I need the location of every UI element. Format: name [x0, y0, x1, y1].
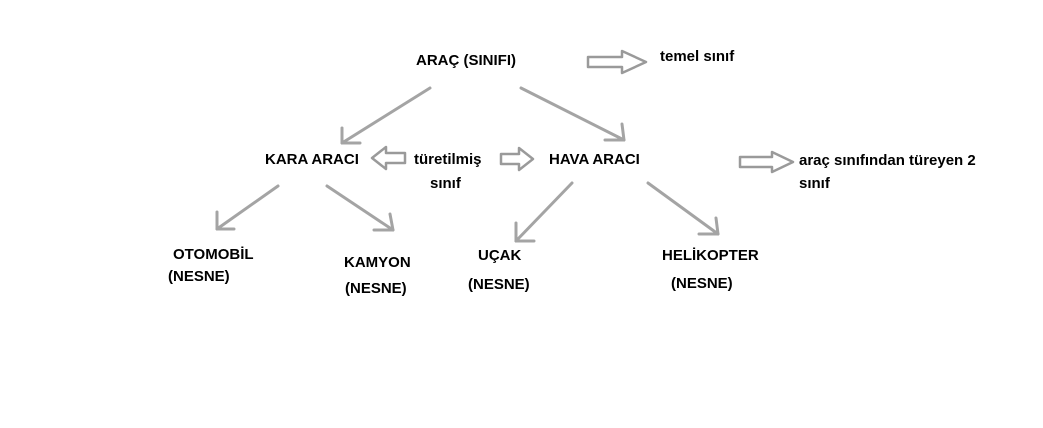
arrow-air-to-plane	[514, 181, 574, 243]
hollow-arrow-root-to-base-note	[586, 49, 648, 75]
hollow-arrow-two-derived-note	[738, 150, 795, 174]
note-base-class: temel sınıf	[660, 48, 735, 65]
node-air-vehicle: HAVA ARACI	[549, 151, 640, 168]
node-land-vehicle: KARA ARACI	[265, 151, 359, 168]
node-car-object-tag: (NESNE)	[168, 268, 230, 285]
arrow-root-to-air	[519, 86, 626, 142]
node-truck-object-tag: (NESNE)	[345, 280, 407, 297]
arrow-land-to-car	[215, 184, 280, 231]
node-root-vehicle-class: ARAÇ (SINIFI)	[416, 52, 516, 69]
node-helicopter-object-tag: (NESNE)	[671, 275, 733, 292]
node-truck: KAMYON	[344, 254, 411, 271]
node-helicopter: HELİKOPTER	[662, 247, 759, 264]
arrow-land-to-truck	[325, 184, 395, 232]
node-car: OTOMOBİL	[173, 246, 254, 263]
node-plane: UÇAK	[478, 247, 522, 264]
note-two-derived-line1: araç sınıfından türeyen 2	[799, 152, 976, 169]
note-derived-line1: türetilmiş	[414, 151, 482, 168]
note-derived-line2: sınıf	[430, 175, 461, 192]
hollow-arrow-derived-left	[370, 145, 407, 171]
arrow-air-to-heli	[646, 181, 720, 236]
note-two-derived-line2: sınıf	[799, 175, 830, 192]
node-plane-object-tag: (NESNE)	[468, 276, 530, 293]
hollow-arrow-derived-right	[499, 146, 535, 172]
arrow-root-to-land	[340, 86, 432, 145]
